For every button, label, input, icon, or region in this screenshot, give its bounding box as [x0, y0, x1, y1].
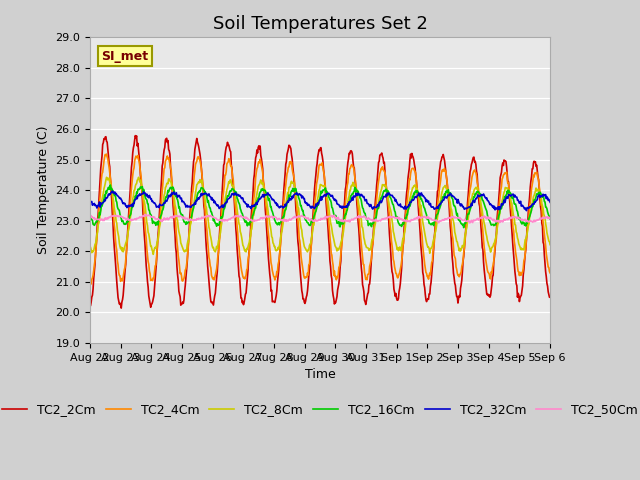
TC2_4Cm — [214, 253, 221, 259]
TC2_50Cm — [376, 217, 384, 223]
TC2_16Cm — [460, 225, 468, 230]
TC2_2Cm — [94, 210, 102, 216]
TC2_8Cm — [134, 174, 142, 180]
TC2_32Cm — [547, 199, 554, 205]
TC2_50Cm — [213, 216, 221, 222]
Line: TC2_2Cm: TC2_2Cm — [90, 136, 550, 308]
TC2_8Cm — [390, 231, 398, 237]
TC2_4Cm — [86, 281, 94, 287]
TC2_32Cm — [142, 192, 150, 198]
TC2_4Cm — [95, 208, 102, 214]
TC2_16Cm — [376, 200, 384, 205]
TC2_2Cm — [86, 302, 93, 308]
Line: TC2_16Cm: TC2_16Cm — [90, 185, 550, 228]
TC2_8Cm — [94, 222, 102, 228]
TC2_8Cm — [86, 243, 93, 249]
TC2_2Cm — [547, 294, 554, 300]
TC2_50Cm — [86, 214, 93, 220]
TC2_50Cm — [547, 216, 554, 221]
TC2_50Cm — [189, 217, 196, 223]
X-axis label: Time: Time — [305, 368, 335, 381]
TC2_4Cm — [377, 168, 385, 174]
TC2_32Cm — [390, 194, 397, 200]
TC2_16Cm — [86, 215, 93, 220]
TC2_2Cm — [143, 270, 150, 276]
TC2_16Cm — [189, 207, 196, 213]
TC2_32Cm — [189, 202, 196, 208]
TC2_4Cm — [189, 181, 197, 187]
TC2_8Cm — [377, 190, 385, 195]
TC2_8Cm — [189, 203, 197, 208]
TC2_16Cm — [547, 216, 554, 222]
Title: Soil Temperatures Set 2: Soil Temperatures Set 2 — [212, 15, 428, 33]
TC2_32Cm — [94, 203, 102, 209]
TC2_2Cm — [189, 158, 197, 164]
TC2_16Cm — [390, 202, 397, 207]
TC2_2Cm — [377, 152, 385, 157]
Line: TC2_50Cm: TC2_50Cm — [90, 215, 550, 223]
TC2_32Cm — [376, 200, 384, 205]
TC2_8Cm — [149, 252, 157, 257]
TC2_50Cm — [390, 214, 397, 220]
TC2_2Cm — [131, 133, 139, 139]
Legend: TC2_2Cm, TC2_4Cm, TC2_8Cm, TC2_16Cm, TC2_32Cm, TC2_50Cm: TC2_2Cm, TC2_4Cm, TC2_8Cm, TC2_16Cm, TC2… — [0, 398, 640, 421]
Y-axis label: Soil Temperature (C): Soil Temperature (C) — [36, 126, 50, 254]
TC2_4Cm — [547, 270, 554, 276]
TC2_32Cm — [213, 203, 221, 209]
TC2_16Cm — [106, 182, 114, 188]
TC2_2Cm — [390, 286, 398, 292]
TC2_4Cm — [390, 259, 398, 264]
TC2_2Cm — [117, 305, 125, 311]
TC2_4Cm — [143, 246, 150, 252]
TC2_50Cm — [141, 212, 148, 217]
Line: TC2_4Cm: TC2_4Cm — [90, 154, 550, 284]
TC2_2Cm — [214, 257, 221, 263]
TC2_16Cm — [94, 216, 102, 221]
TC2_16Cm — [213, 221, 221, 227]
TC2_32Cm — [108, 188, 116, 194]
TC2_50Cm — [435, 220, 443, 226]
Line: TC2_32Cm: TC2_32Cm — [90, 191, 550, 211]
TC2_32Cm — [523, 208, 531, 214]
TC2_16Cm — [142, 196, 150, 202]
Text: SI_met: SI_met — [101, 49, 148, 62]
TC2_50Cm — [142, 212, 150, 218]
TC2_50Cm — [94, 216, 102, 222]
TC2_8Cm — [214, 242, 221, 248]
TC2_8Cm — [547, 242, 554, 248]
TC2_8Cm — [142, 214, 150, 220]
TC2_4Cm — [86, 277, 93, 283]
TC2_32Cm — [86, 199, 93, 204]
Line: TC2_8Cm: TC2_8Cm — [90, 177, 550, 254]
TC2_4Cm — [102, 151, 110, 157]
